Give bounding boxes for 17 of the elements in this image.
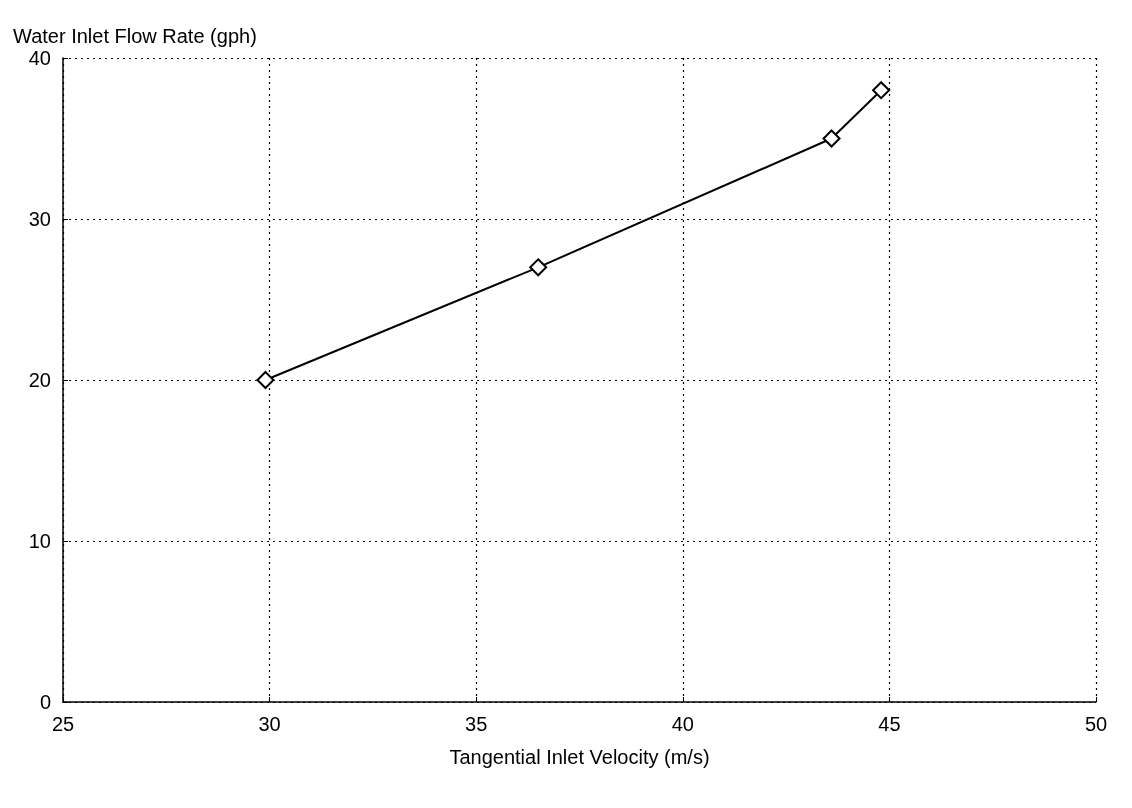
x-tick-label: 30 xyxy=(258,713,281,735)
x-tick-label: 35 xyxy=(465,713,488,735)
y-tick-label: 0 xyxy=(39,691,51,713)
x-tick-label: 40 xyxy=(671,713,694,735)
point xyxy=(872,81,891,100)
x-tick-label: 50 xyxy=(1084,713,1108,735)
y-tick-label: 40 xyxy=(28,47,51,69)
y-tick-label: 10 xyxy=(28,530,51,552)
point xyxy=(822,129,841,148)
y-tick-label: 30 xyxy=(28,208,51,230)
x-axis-title: Tangential Inlet Velocity (m/s) xyxy=(449,746,710,768)
point xyxy=(256,371,275,389)
point xyxy=(529,258,548,277)
x-tick-label: 45 xyxy=(878,713,901,735)
y-tick-label: 20 xyxy=(28,369,51,391)
x-tick-label: 25 xyxy=(51,713,75,735)
y-axis-title: Water Inlet Flow Rate (gph) xyxy=(13,25,257,47)
